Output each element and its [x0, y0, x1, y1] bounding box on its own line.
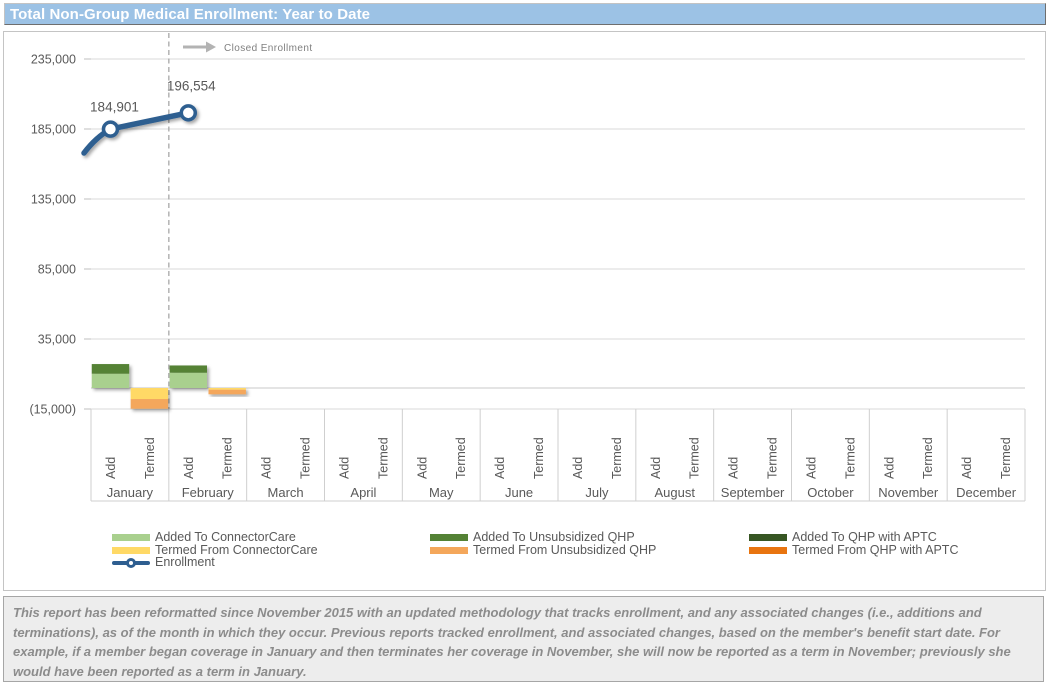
- chart-title: Total Non-Group Medical Enrollment: Year…: [10, 5, 371, 23]
- footnote-text: This report has been reformatted since N…: [13, 605, 1011, 679]
- chart-area: [3, 31, 1046, 591]
- footnote-box: This report has been reformatted since N…: [3, 596, 1044, 682]
- chart-title-bar: Total Non-Group Medical Enrollment: Year…: [4, 3, 1046, 25]
